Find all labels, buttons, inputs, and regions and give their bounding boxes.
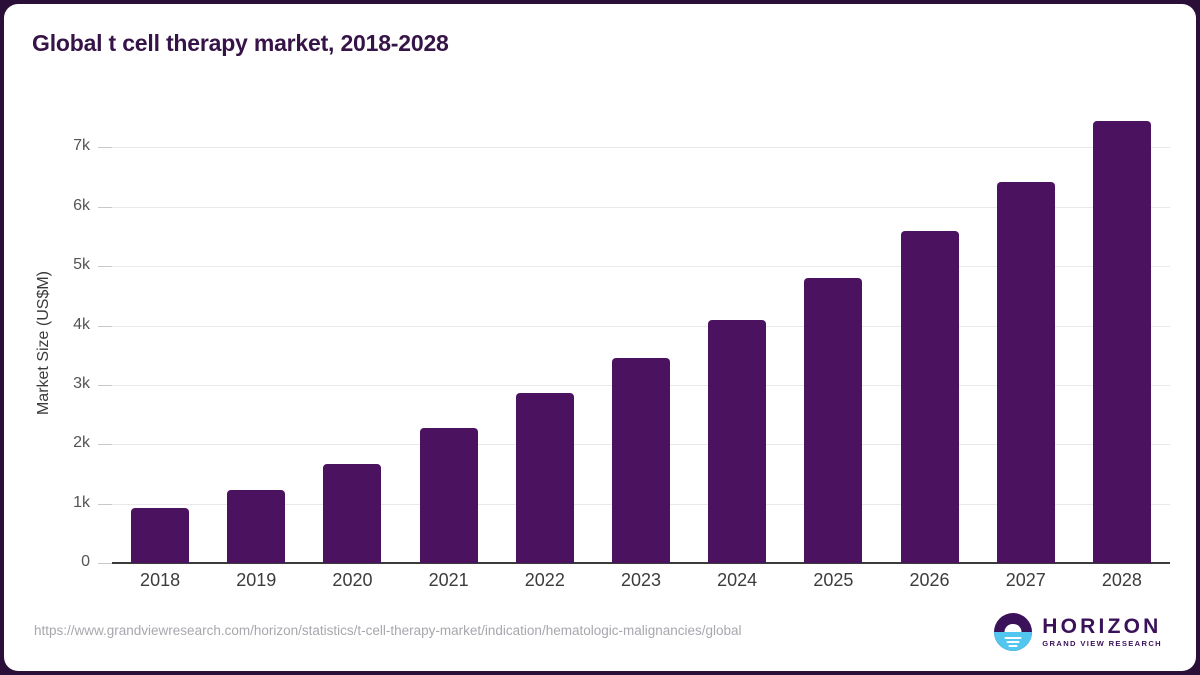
gridline: 4k	[73, 316, 1170, 333]
x-axis-tick-label: 2025	[813, 570, 854, 590]
bar[interactable]	[131, 508, 190, 563]
y-axis-title: Market Size (US$M)	[35, 270, 52, 416]
y-axis-tick-label: 3k	[73, 374, 90, 392]
bar[interactable]	[996, 181, 1055, 563]
y-axis-tick-label: 5k	[73, 256, 90, 274]
logo-ripple-3	[1008, 645, 1018, 647]
bar[interactable]	[323, 464, 382, 563]
y-axis-tick-label: 2k	[73, 434, 90, 452]
bar-group[interactable]	[785, 100, 881, 563]
x-axis-tick-label: 2026	[909, 570, 950, 590]
bar-group[interactable]	[689, 100, 785, 563]
bar[interactable]	[419, 428, 478, 563]
logo-wordmark: HORIZON GRAND VIEW RESEARCH	[1042, 616, 1162, 648]
logo-word: HORIZON	[1042, 615, 1162, 639]
bar-group[interactable]	[881, 100, 977, 563]
horizon-sunset-icon	[994, 613, 1033, 651]
bar-series	[112, 100, 1170, 563]
bar-group[interactable]	[978, 100, 1074, 563]
x-axis-tick-label: 2022	[524, 570, 565, 590]
y-axis-tick	[98, 266, 112, 268]
x-axis-tick-label: 2028	[1101, 570, 1142, 590]
bar[interactable]	[227, 490, 286, 563]
bar-group[interactable]	[593, 100, 689, 563]
y-axis-tick	[98, 563, 112, 564]
source-url[interactable]: https://www.grandviewresearch.com/horizo…	[34, 623, 742, 638]
horizon-logo: HORIZON GRAND VIEW RESEARCH	[994, 613, 1162, 651]
y-axis-tick-label: 4k	[73, 315, 90, 333]
bar[interactable]	[1092, 121, 1151, 563]
x-axis-tick-label: 2018	[140, 570, 181, 590]
y-axis-tick-label: 7k	[73, 137, 90, 155]
page-title: Global t cell therapy market, 2018-2028	[32, 30, 449, 56]
x-axis-tick-label: 2027	[1005, 570, 1046, 590]
bar[interactable]	[611, 358, 670, 563]
x-axis-tick-label: 2020	[332, 570, 373, 590]
bar-group[interactable]	[1074, 100, 1170, 563]
logo-ripple-2	[1006, 641, 1020, 643]
gridline: 7k	[73, 137, 1170, 154]
bar-group[interactable]	[401, 100, 497, 563]
x-axis-tick-label: 2024	[717, 570, 758, 590]
y-axis-tick	[98, 503, 112, 505]
logo-sun-shape	[1004, 623, 1022, 632]
bar[interactable]	[708, 319, 767, 563]
y-axis-tick	[98, 444, 112, 446]
gridline: 5k	[73, 256, 1170, 273]
bar-group[interactable]	[112, 100, 208, 563]
chart-plot-area: Market Size (US$M) 0 1k 2k 3k 4k 5k 6k 7k 2018 2…	[4, 4, 1196, 604]
x-axis-tick-label: 2021	[428, 570, 469, 590]
bar[interactable]	[515, 393, 574, 563]
bar-group[interactable]	[497, 100, 593, 563]
chart-footer: https://www.grandviewresearch.com/horizo…	[4, 609, 1196, 671]
y-axis-tick-label: 1k	[73, 493, 90, 511]
x-axis-tick-label: 2023	[620, 570, 662, 590]
logo-subtitle: GRAND VIEW RESEARCH	[1042, 639, 1162, 649]
chart-card: Global t cell therapy market, 2018-2028 …	[4, 4, 1196, 671]
bar[interactable]	[804, 278, 863, 563]
logo-ripple-1	[1004, 637, 1022, 639]
gridline: 6k	[73, 197, 1170, 214]
y-axis-tick-label: 6k	[73, 196, 90, 214]
bar-group[interactable]	[304, 100, 400, 563]
y-axis-tick	[98, 206, 112, 208]
y-axis-tick	[98, 325, 112, 327]
bar[interactable]	[900, 231, 959, 563]
x-axis-labels: 2018 2019 2020 2021 2022 2023 2024 2025 2026 2027…	[112, 570, 1170, 600]
y-axis-tick-label: 0	[81, 553, 90, 570]
bar-group[interactable]	[208, 100, 304, 563]
y-axis-tick	[98, 384, 112, 386]
y-axis-tick	[98, 147, 112, 149]
x-axis-tick-label: 2019	[236, 570, 277, 590]
